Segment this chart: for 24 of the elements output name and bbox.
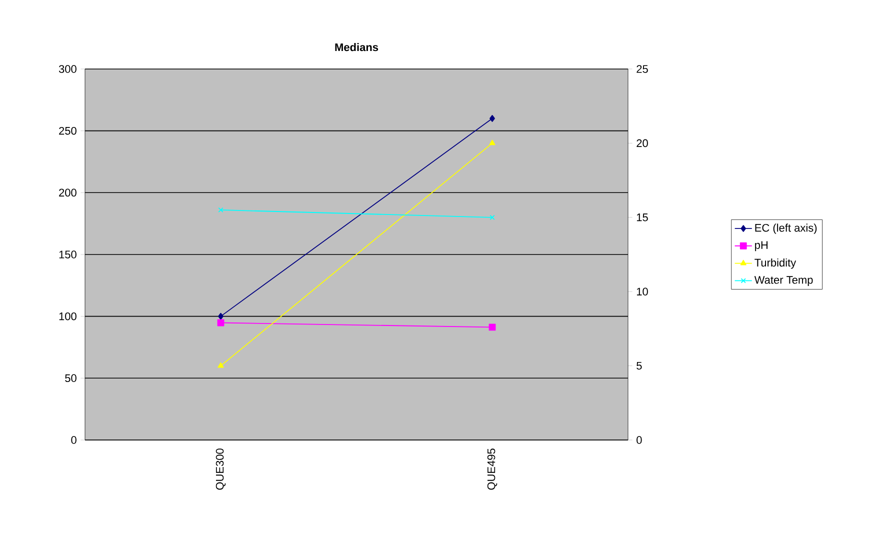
point bbox=[490, 214, 495, 220]
y-tick-label: 100 bbox=[59, 312, 76, 320]
y-tick-label: 250 bbox=[59, 126, 76, 135]
x-tick-label: QUE495 bbox=[487, 448, 498, 490]
legend-label: EC (left axis) bbox=[755, 224, 817, 234]
y-tick-label: 150 bbox=[59, 250, 76, 258]
legend-label: pH bbox=[755, 241, 768, 252]
point bbox=[217, 319, 224, 326]
legend-label: Turbidity bbox=[754, 258, 796, 269]
y-tick-label: 50 bbox=[65, 374, 76, 382]
chart-title: Medians bbox=[335, 43, 378, 52]
x-tick-label: QUE300 bbox=[216, 448, 226, 490]
y2-tick-label: 5 bbox=[636, 362, 642, 370]
legend-label: Water Temp bbox=[754, 276, 813, 286]
y2-tick-label: 25 bbox=[636, 65, 648, 73]
y2-tick-label: 0 bbox=[636, 436, 642, 444]
y2-tick-label: 15 bbox=[636, 214, 648, 222]
point bbox=[218, 207, 224, 213]
y-tick-label: 300 bbox=[58, 65, 76, 73]
point bbox=[488, 324, 496, 331]
y2-tick-label: 10 bbox=[636, 288, 648, 296]
y2-tick-label: 20 bbox=[636, 139, 648, 148]
y-tick-label: 200 bbox=[59, 188, 76, 197]
y-tick-label: 0 bbox=[71, 436, 76, 444]
